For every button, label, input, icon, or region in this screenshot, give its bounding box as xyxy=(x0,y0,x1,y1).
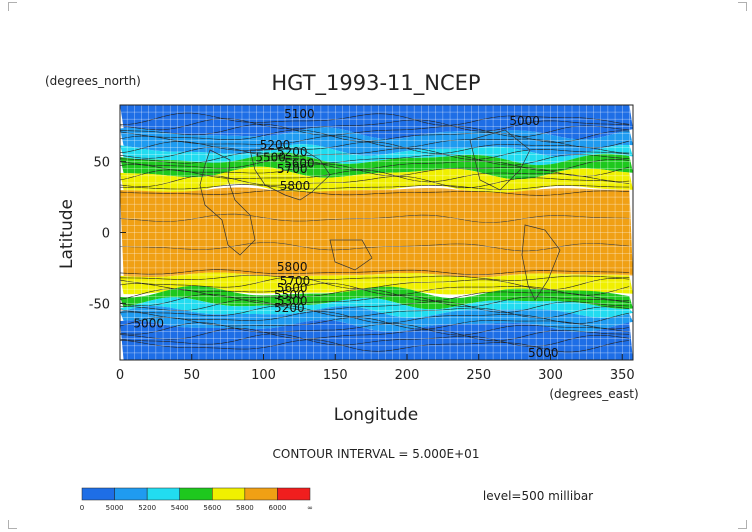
contour-label: 5300 xyxy=(277,294,308,308)
contour-line xyxy=(119,112,630,126)
y-tick-label: 0 xyxy=(102,227,110,242)
contour-label: 5600 xyxy=(284,156,315,170)
colorbar-swatch xyxy=(277,487,311,501)
x-tick-label: 0 xyxy=(116,368,124,383)
y-tick-label: -50 xyxy=(89,297,110,312)
contour-line xyxy=(119,311,630,324)
contour-label: 5500 xyxy=(274,288,305,302)
colorbar-swatch xyxy=(81,487,115,501)
colorbar-swatch xyxy=(212,487,246,501)
colorbar-label: 5800 xyxy=(236,504,254,512)
x-axis-title: Longitude xyxy=(334,405,419,425)
contour-label: 5500 xyxy=(255,151,286,165)
colorbar-label: ∞ xyxy=(307,504,313,512)
latitude-band xyxy=(120,297,633,318)
contour-label: 5200 xyxy=(274,301,305,315)
x-tick-label: 50 xyxy=(183,368,200,383)
latitude-band xyxy=(120,320,633,360)
contour-interval-note: CONTOUR INTERVAL = 5.000E+01 xyxy=(273,447,480,461)
colorbar-label: 5400 xyxy=(171,504,189,512)
coastline xyxy=(469,129,531,191)
coastline xyxy=(521,224,561,301)
contour-line xyxy=(119,158,630,171)
coastline xyxy=(329,239,373,271)
y-unit-label: (degrees_north) xyxy=(45,74,141,88)
contour-line xyxy=(119,242,630,252)
contour-line xyxy=(119,141,630,154)
contour-label: 5100 xyxy=(284,107,315,121)
colorbar-label: 5600 xyxy=(203,504,221,512)
contour-label: 5600 xyxy=(277,281,308,295)
colorbar-label: 6000 xyxy=(269,504,287,512)
contour-label: 5200 xyxy=(277,145,308,159)
x-tick-label: 250 xyxy=(466,368,491,383)
colorbar-label: 5200 xyxy=(138,504,156,512)
colorbar-swatch xyxy=(114,487,148,501)
colorbar: 0 5000 5200 5400 5600 5800 6000 ∞ xyxy=(80,487,313,512)
coastline xyxy=(249,147,331,201)
latitude-band xyxy=(120,152,633,180)
contour-line xyxy=(119,322,630,336)
contour-line xyxy=(119,333,630,347)
x-tick-label: 300 xyxy=(538,368,563,383)
contour-line xyxy=(119,169,630,183)
x-unit-label: (degrees_east) xyxy=(549,387,638,401)
contour-label: 5800 xyxy=(280,179,311,193)
colorbar-swatch xyxy=(146,487,180,501)
contour-label: 5800 xyxy=(277,260,308,274)
colorbar-swatch xyxy=(244,487,278,501)
contour-line xyxy=(119,184,630,191)
latitude-band xyxy=(120,166,633,197)
colorbar-label: 0 xyxy=(80,504,84,512)
contour-line xyxy=(119,282,630,296)
colorbar-label: 5000 xyxy=(106,504,124,512)
x-tick-label: 350 xyxy=(610,368,635,383)
latitude-band xyxy=(120,144,633,166)
x-tick-label: 100 xyxy=(251,368,276,383)
contour-label: 5700 xyxy=(280,274,311,288)
contour-line xyxy=(119,288,630,302)
contour-label: 5000 xyxy=(133,316,164,330)
crop-mark-top-left xyxy=(8,2,17,11)
contour-line xyxy=(119,274,630,281)
contour-line xyxy=(119,339,630,353)
x-tick-label: 150 xyxy=(323,368,348,383)
contour-label: 5000 xyxy=(509,114,540,128)
contour-line xyxy=(119,189,630,196)
contour-line xyxy=(119,294,630,307)
contour-label: 5000 xyxy=(528,346,559,360)
crop-mark-top-right xyxy=(738,2,747,11)
level-note: level=500 millibar xyxy=(483,489,593,503)
latitude-band xyxy=(120,105,633,140)
chart-title: HGT_1993-11_NCEP xyxy=(271,71,480,96)
colorbar-swatch xyxy=(179,487,213,501)
y-axis-title: Latitude xyxy=(57,199,77,269)
contour-line xyxy=(119,299,630,313)
crop-mark-bottom-left xyxy=(8,520,17,529)
coastline xyxy=(199,149,256,256)
crop-mark-bottom-right xyxy=(738,520,747,529)
contour-line xyxy=(119,305,630,319)
contour-line xyxy=(119,316,630,330)
contour-line xyxy=(119,269,630,276)
y-tick-label: 50 xyxy=(93,156,110,171)
contour-label: 5200 xyxy=(260,138,291,152)
contour-line xyxy=(119,129,630,143)
contour-line xyxy=(119,276,630,291)
contour-line xyxy=(119,118,630,132)
contour-line xyxy=(119,163,630,177)
x-tick-label: 200 xyxy=(395,368,420,383)
contour-label: 5700 xyxy=(277,162,308,176)
